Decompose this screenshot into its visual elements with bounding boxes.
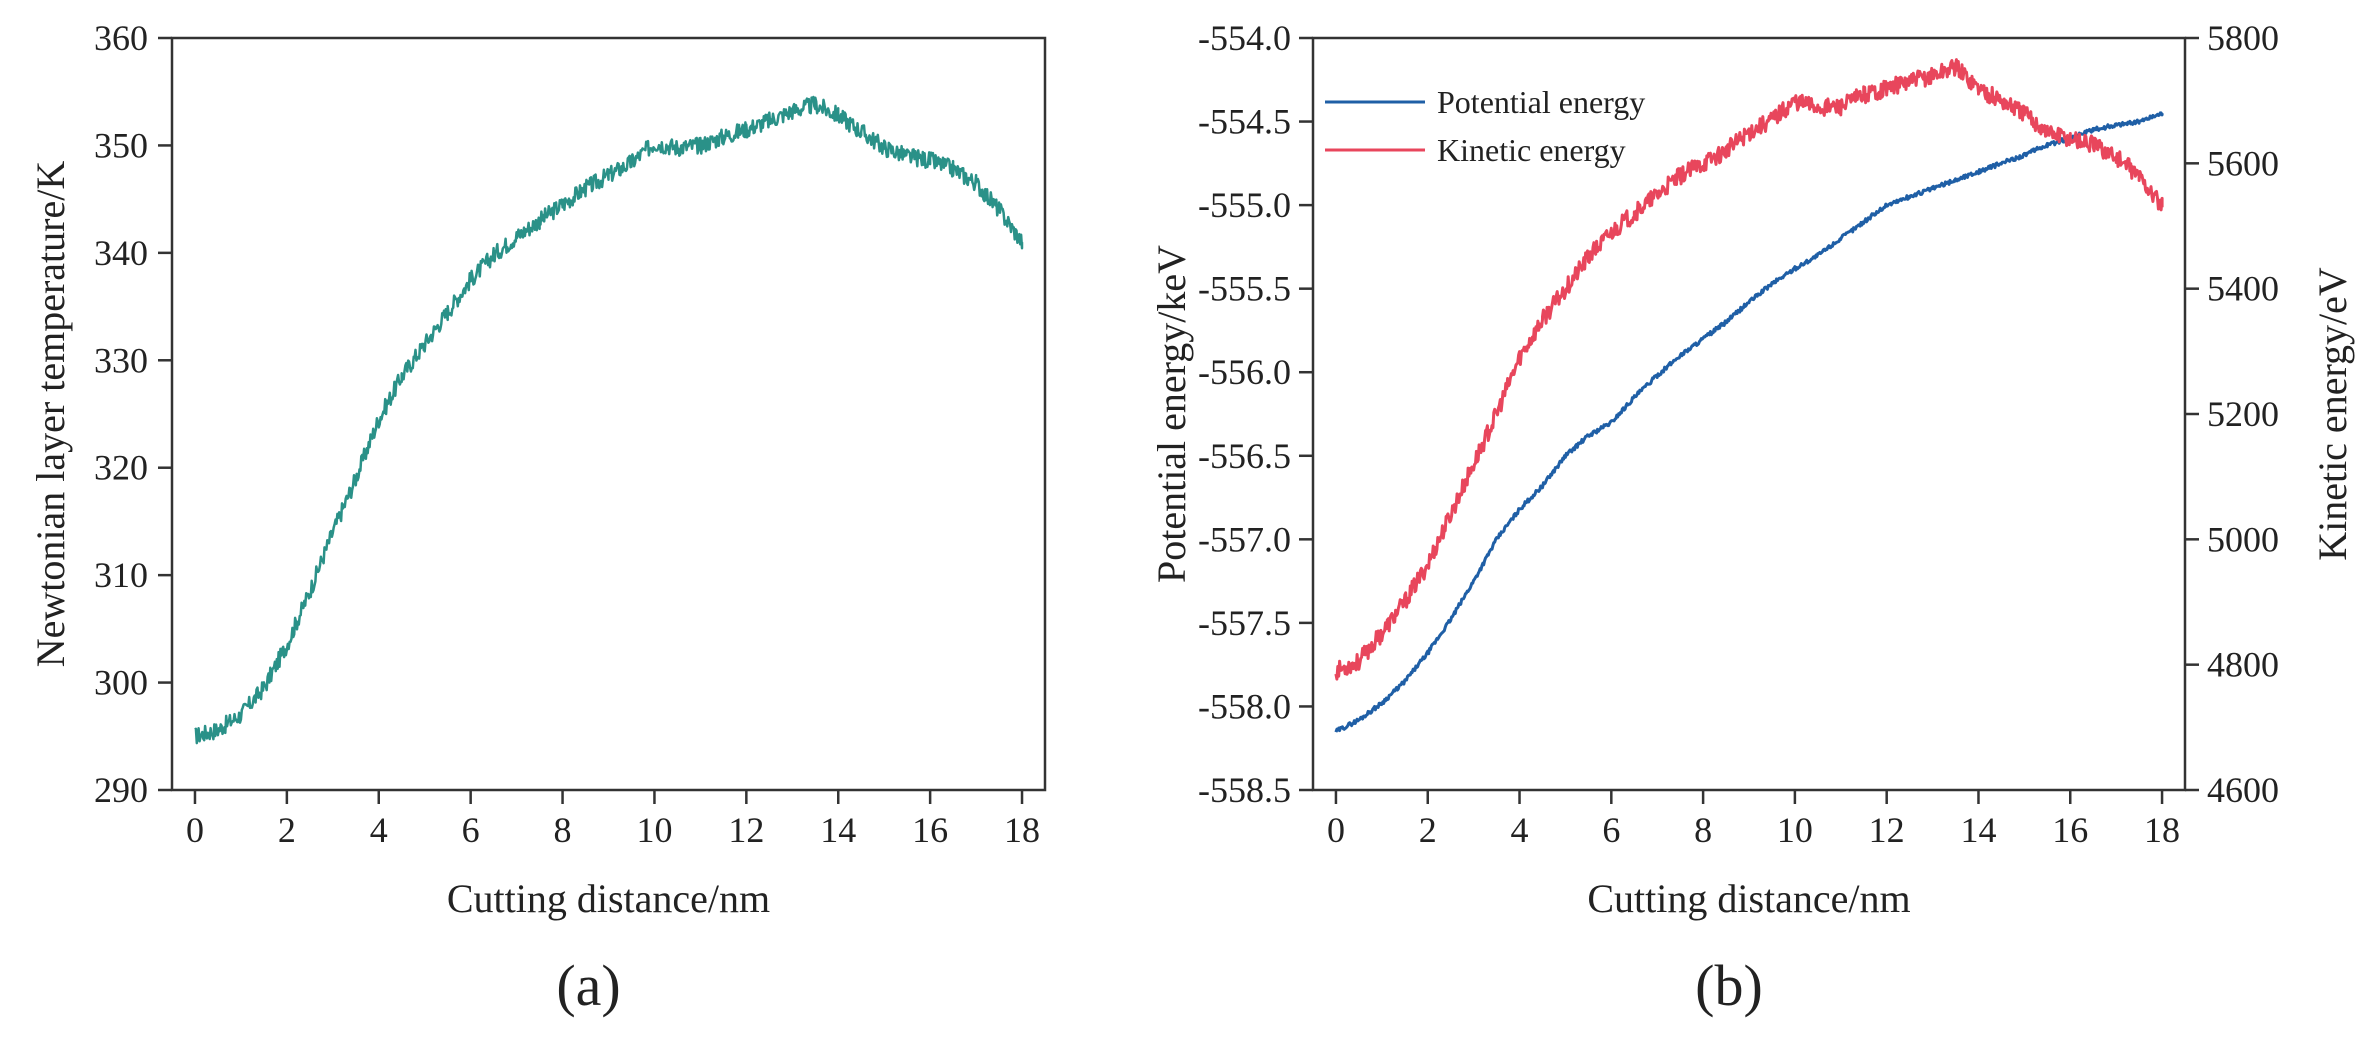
- panel-b-right-y-tick-label: 5000: [2207, 519, 2279, 559]
- panel-b-chart: 0 2 4 6 8 10 12 14 16 18 -554.0 -554.5 -555.0 -555.5…: [1149, 18, 2355, 1018]
- panel-a-y-axis-label: Newtonian layer temperature/K: [28, 161, 73, 668]
- panel-b-x-tick-label: 16: [2052, 810, 2088, 850]
- panel-b-x-tick-label: 6: [1602, 810, 1620, 850]
- panel-b-right-y-axis-label: Kinetic energy/eV: [2310, 267, 2355, 561]
- panel-a-x-tick-label: 8: [554, 810, 572, 850]
- panel-b-right-y-tick-label: 4800: [2207, 645, 2279, 685]
- panel-b-left-y-tick-label: -557.5: [1198, 603, 1291, 643]
- panel-b-left-y-axis-label: Potential energy/keV: [1149, 245, 1194, 583]
- panel-b-left-y-axis: -554.0 -554.5 -555.0 -555.5 -556.0 -556.5 -557…: [1198, 18, 1313, 810]
- panel-b-right-y-tick-label: 4600: [2207, 770, 2279, 810]
- panel-a-x-tick-label: 12: [728, 810, 764, 850]
- panel-a-y-tick-label: 340: [94, 233, 148, 273]
- panel-b-x-tick-label: 18: [2144, 810, 2180, 850]
- panel-a-x-axis-label: Cutting distance/nm: [447, 876, 770, 921]
- panel-a-chart: 0 2 4 6 8 10 12 14 16 18 290 300 310 320 330 340 350 360…: [28, 18, 1047, 1018]
- panel-a-x-tick-label: 18: [1004, 810, 1040, 850]
- panel-b-x-tick-label: 8: [1694, 810, 1712, 850]
- panel-b-left-y-tick-label: -554.5: [1198, 102, 1291, 142]
- panel-b-right-y-tick-label: 5600: [2207, 143, 2279, 183]
- panel-a-x-tick-label: 0: [186, 810, 204, 850]
- panel-a-y-tick-label: 330: [94, 340, 148, 380]
- potential-energy-series-line: [1334, 111, 2164, 733]
- panel-a-y-tick-label: 320: [94, 448, 148, 488]
- panel-a-x-tick-label: 14: [820, 810, 856, 850]
- panel-b-left-y-tick-label: -556.5: [1198, 436, 1291, 476]
- panel-b-left-y-tick-label: -555.5: [1198, 269, 1291, 309]
- panel-b-x-tick-label: 4: [1511, 810, 1529, 850]
- panel-b-x-axis: 0 2 4 6 8 10 12 14 16 18: [1327, 790, 2180, 850]
- panel-b-x-tick-label: 0: [1327, 810, 1345, 850]
- panel-b-right-y-axis: 4600 4800 5000 5200 5400 5600 5800: [2185, 18, 2279, 810]
- panel-b-x-tick-label: 10: [1777, 810, 1813, 850]
- panel-b-x-tick-label: 12: [1869, 810, 1905, 850]
- panel-a-x-tick-label: 10: [636, 810, 672, 850]
- legend-label-kinetic-energy: Kinetic energy: [1437, 132, 1626, 168]
- kinetic-energy-series-line: [1334, 58, 2164, 681]
- panel-b-right-y-tick-label: 5200: [2207, 394, 2279, 434]
- panel-a-x-axis: 0 2 4 6 8 10 12 14 16 18: [186, 790, 1040, 850]
- panel-b-left-y-tick-label: -554.0: [1198, 18, 1291, 58]
- panel-a-plot-frame: [170, 36, 1047, 792]
- panel-b-legend: Potential energy Kinetic energy: [1325, 84, 1645, 168]
- panel-b-right-y-tick-label: 5400: [2207, 269, 2279, 309]
- panel-b-x-axis-label: Cutting distance/nm: [1587, 876, 1910, 921]
- panel-a-y-tick-label: 290: [94, 770, 148, 810]
- panel-a-x-tick-label: 4: [370, 810, 388, 850]
- panel-a-x-tick-label: 2: [278, 810, 296, 850]
- panel-b-left-y-tick-label: -555.0: [1198, 185, 1291, 225]
- panel-a-y-tick-label: 350: [94, 125, 148, 165]
- panel-b-x-tick-label: 2: [1419, 810, 1437, 850]
- panel-b-left-y-tick-label: -558.5: [1198, 770, 1291, 810]
- legend-label-potential-energy: Potential energy: [1437, 84, 1645, 120]
- panel-b-left-y-tick-label: -556.0: [1198, 352, 1291, 392]
- panel-b-left-y-tick-label: -558.0: [1198, 686, 1291, 726]
- panel-b-right-y-tick-label: 5800: [2207, 18, 2279, 58]
- panel-a-y-axis: 290 300 310 320 330 340 350 360: [94, 18, 172, 810]
- panel-a-y-tick-label: 300: [94, 663, 148, 703]
- panel-a-x-tick-label: 6: [462, 810, 480, 850]
- panel-a-y-tick-label: 310: [94, 555, 148, 595]
- panel-b-x-tick-label: 14: [1960, 810, 1996, 850]
- panel-b-label: (b): [1695, 953, 1763, 1018]
- temperature-series-line: [194, 95, 1024, 745]
- panel-a-y-tick-label: 360: [94, 18, 148, 58]
- panel-a-x-tick-label: 16: [912, 810, 948, 850]
- panel-a-label: (a): [556, 953, 620, 1018]
- panel-b-left-y-tick-label: -557.0: [1198, 519, 1291, 559]
